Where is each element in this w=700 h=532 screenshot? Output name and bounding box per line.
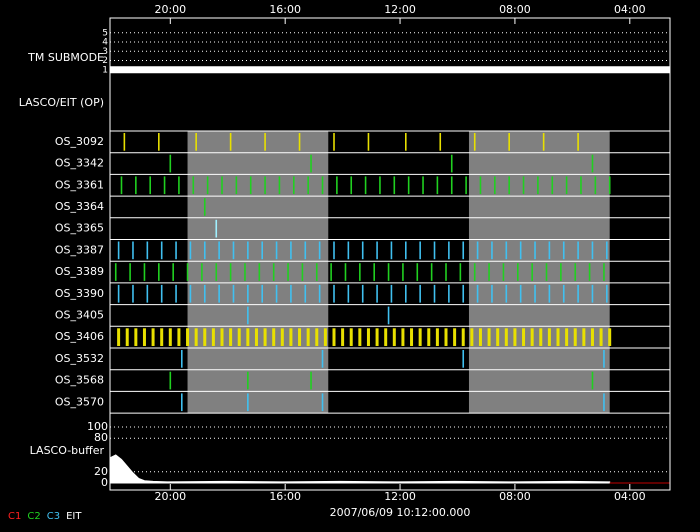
legend-entry: C2 <box>27 511 40 522</box>
x-tick-label: 08:00 <box>499 3 531 16</box>
x-tick-label: 20:00 <box>154 490 186 503</box>
frame <box>109 17 671 491</box>
submode-tick-label: 3 <box>102 47 108 57</box>
submode-label: TM SUBMODE <box>27 51 104 64</box>
submode-tick-label: 2 <box>102 56 108 66</box>
buffer-tick-label: 100 <box>87 420 108 433</box>
row-label: OS_3387 <box>55 243 104 256</box>
shaded-interval <box>468 131 610 414</box>
x-tick-label: 04:00 <box>614 490 646 503</box>
x-tick-label: 12:00 <box>384 490 416 503</box>
row-label: OS_3406 <box>55 330 104 343</box>
timestamp: 2007/06/09 10:12:00.000 <box>330 506 471 519</box>
submode-tick-label: 5 <box>102 28 108 38</box>
x-tick-label: 04:00 <box>614 3 646 16</box>
row-label: OS_3389 <box>55 265 104 278</box>
x-tick-label: 16:00 <box>269 490 301 503</box>
submode-tick-label: 4 <box>102 38 108 48</box>
row-label: OS_3361 <box>55 178 104 191</box>
buffer-area <box>109 454 611 484</box>
row-label: OS_3390 <box>55 287 104 300</box>
x-tick-label: 16:00 <box>269 3 301 16</box>
buffer-tick-label: 0 <box>101 476 108 489</box>
row-label: OS_3405 <box>55 308 104 321</box>
row-label: OS_3568 <box>55 374 104 387</box>
row-label: OS_3364 <box>55 200 104 213</box>
buffer-label: LASCO-buffer <box>30 444 105 457</box>
row-label: OS_3342 <box>55 157 104 170</box>
row-label: OS_3570 <box>55 395 104 408</box>
row-label: OS_3365 <box>55 222 104 235</box>
buffer-tick-label: 80 <box>94 431 108 444</box>
legend-entry: C1 <box>8 511 21 522</box>
x-tick-label: 08:00 <box>499 490 531 503</box>
legend-entry: C3 <box>47 511 60 522</box>
x-tick-label: 12:00 <box>384 3 416 16</box>
shaded-interval <box>187 131 329 414</box>
legend-entry: EIT <box>66 511 82 522</box>
row-label: OS_3092 <box>55 135 104 148</box>
submode-tick-label: 1 <box>102 65 108 75</box>
x-tick-label: 20:00 <box>154 3 186 16</box>
buffer-tick-label: 20 <box>94 465 108 478</box>
section-label: LASCO/EIT (OP) <box>19 96 104 109</box>
row-label: OS_3532 <box>55 352 104 365</box>
